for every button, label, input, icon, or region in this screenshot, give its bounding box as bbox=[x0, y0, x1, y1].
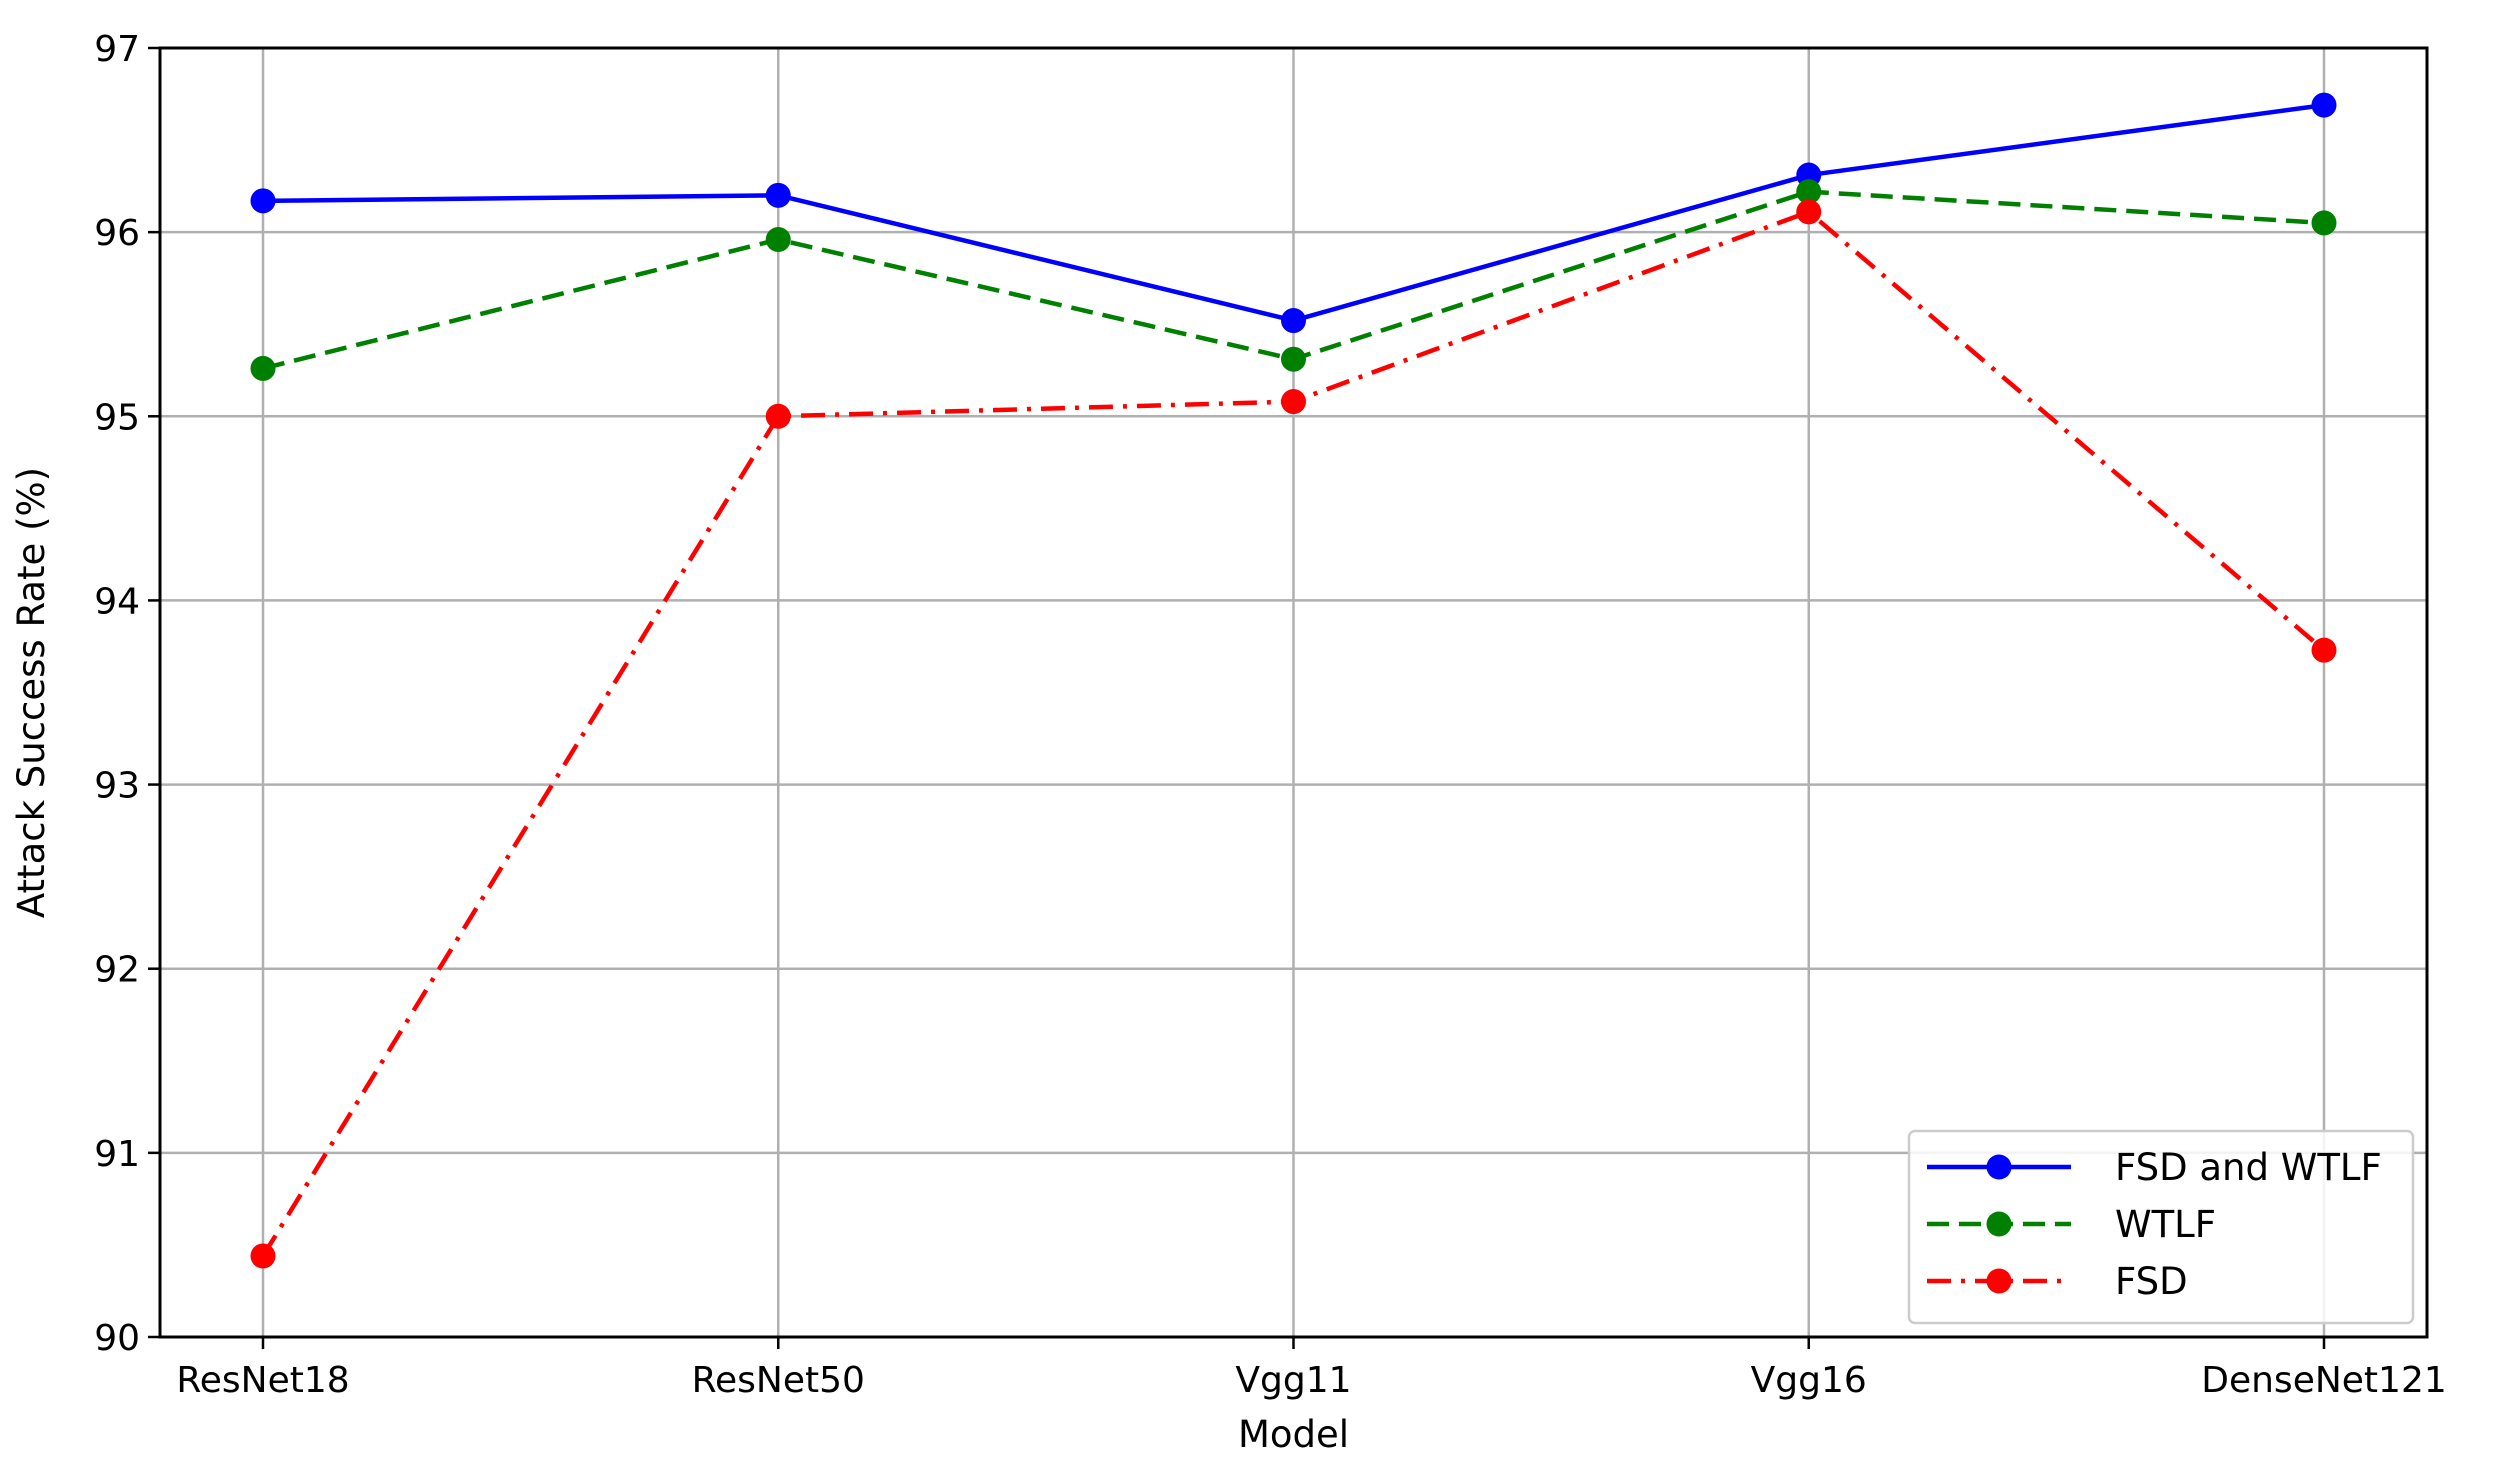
series-1 bbox=[250, 179, 2337, 381]
legend-label: FSD bbox=[2115, 1260, 2188, 1303]
x-tick-label: DenseNet121 bbox=[2201, 1360, 2447, 1401]
data-point bbox=[2311, 92, 2337, 118]
data-point bbox=[1796, 199, 1822, 225]
x-tick-label: Vgg16 bbox=[1751, 1360, 1867, 1401]
x-tick-label: Vgg11 bbox=[1235, 1360, 1351, 1401]
data-point bbox=[1281, 389, 1306, 415]
y-tick-label: 96 bbox=[94, 213, 140, 254]
legend-swatch-marker bbox=[1986, 1268, 2012, 1294]
legend: FSD and WTLF WTLF FSD bbox=[1907, 1129, 2415, 1325]
x-axis-title: Model bbox=[1238, 1413, 1349, 1456]
legend-swatch-marker bbox=[1986, 1211, 2012, 1237]
y-tick-label: 94 bbox=[94, 581, 140, 622]
y-tick-label: 95 bbox=[94, 397, 140, 438]
legend-swatch-marker bbox=[1986, 1154, 2012, 1180]
y-tick-label: 90 bbox=[94, 1318, 140, 1359]
data-point bbox=[250, 355, 276, 381]
data-point bbox=[2311, 210, 2337, 236]
data-point bbox=[250, 1243, 276, 1269]
data-point bbox=[1281, 346, 1306, 372]
data-point bbox=[765, 227, 791, 253]
y-tick-label: 93 bbox=[94, 766, 140, 807]
legend-label: WTLF bbox=[2115, 1203, 2216, 1246]
data-point bbox=[1796, 179, 1822, 205]
axes: 90 91 92 93 94 95 96 97 ResNet18 ResNet50 Vgg11 Vgg… bbox=[94, 29, 2447, 1401]
data-point bbox=[1281, 308, 1306, 334]
y-tick-label: 92 bbox=[94, 950, 140, 991]
data-point bbox=[765, 182, 791, 208]
series-0 bbox=[250, 92, 2337, 334]
series-layer bbox=[250, 92, 2337, 1269]
x-tick-label: ResNet50 bbox=[692, 1360, 865, 1401]
legend-label: FSD and WTLF bbox=[2115, 1146, 2382, 1189]
data-point bbox=[2311, 637, 2337, 663]
y-tick-label: 91 bbox=[94, 1134, 140, 1175]
y-axis-title: Attack Success Rate (%) bbox=[10, 467, 53, 918]
series-2 bbox=[250, 199, 2337, 1269]
data-point bbox=[765, 403, 791, 429]
legend-box bbox=[1907, 1129, 2415, 1325]
data-point bbox=[250, 188, 276, 214]
x-tick-label: ResNet18 bbox=[176, 1360, 349, 1401]
y-tick-label: 97 bbox=[94, 29, 140, 70]
